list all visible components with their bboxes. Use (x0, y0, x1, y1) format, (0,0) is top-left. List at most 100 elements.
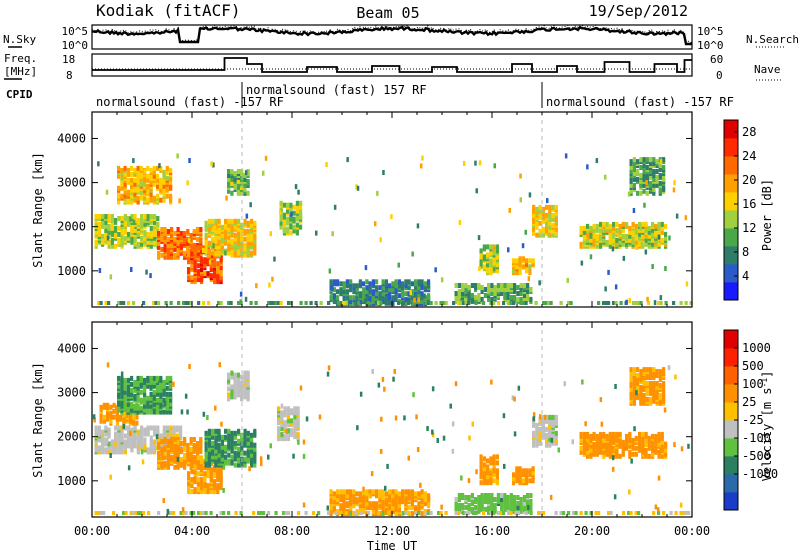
echo-cell (357, 511, 361, 515)
echo-cell (203, 475, 207, 481)
echo-cell (283, 406, 287, 412)
echo-cell (202, 411, 206, 417)
echo-cell (459, 301, 463, 305)
echo-cell (629, 371, 633, 376)
echo-cell (480, 296, 484, 302)
echo-cell (472, 511, 476, 515)
echo-cell (489, 258, 493, 264)
velocity-echoes (92, 362, 691, 517)
echo-cell (582, 225, 586, 231)
echo-cell (655, 178, 659, 184)
echo-cell (660, 453, 664, 459)
echo-cell (166, 246, 170, 252)
echo-cell (471, 421, 474, 427)
echo-cell (532, 212, 536, 218)
echo-cell (352, 301, 356, 307)
echo-cell (521, 468, 525, 474)
echo-cell (632, 398, 636, 404)
echo-cell (217, 301, 221, 305)
colorbar-bin (724, 174, 738, 193)
echo-cell (147, 511, 151, 515)
echo-cell (218, 435, 221, 440)
echo-cell (196, 455, 200, 461)
echo-cell (526, 493, 530, 498)
echo-cell (246, 436, 250, 442)
echo-cell (689, 301, 693, 305)
echo-cell (615, 227, 619, 233)
echo-cell (123, 235, 127, 241)
echo-cell (509, 511, 513, 515)
echo-cell (202, 247, 205, 253)
echo-cell (187, 267, 191, 273)
echo-cell (115, 416, 119, 422)
echo-cell (461, 503, 465, 508)
echo-cell (482, 472, 486, 478)
echo-cell (274, 301, 278, 305)
echo-cell (651, 231, 655, 237)
echo-cell (657, 475, 661, 481)
echo-cell (516, 291, 520, 296)
echo-cell (140, 449, 144, 455)
echo-cell (179, 456, 183, 462)
echo-cell (554, 430, 558, 436)
echo-cell (364, 265, 368, 271)
echo-cell (179, 441, 183, 446)
echo-cell (362, 291, 366, 297)
echo-cell (233, 182, 237, 188)
echo-cell (457, 503, 461, 508)
echo-cell (397, 491, 401, 497)
echo-cell (628, 453, 632, 459)
echo-cell (586, 223, 590, 229)
echo-cell (645, 386, 649, 392)
echo-cell (169, 375, 173, 381)
echo-cell (304, 511, 308, 515)
echo-cell (496, 497, 500, 502)
echo-cell (233, 456, 237, 462)
echo-cell (474, 283, 478, 288)
echo-cell (124, 511, 128, 515)
echo-cell (384, 491, 388, 497)
echo-cell (482, 511, 486, 515)
echo-cell (535, 220, 539, 226)
echo-cell (658, 400, 662, 406)
echo-cell (639, 157, 643, 163)
echo-cell (143, 437, 147, 443)
echo-cell (153, 443, 157, 449)
echo-cell (110, 231, 114, 237)
echo-cell (392, 376, 395, 382)
freq-panel-frame (91, 53, 693, 77)
echo-cell (439, 301, 443, 305)
echo-cell (130, 187, 134, 193)
echo-cell (509, 301, 513, 305)
echo-cell (279, 220, 283, 226)
echo-cell (211, 454, 215, 460)
echo-cell (477, 235, 481, 241)
echo-cell (196, 236, 200, 242)
echo-cell (177, 301, 181, 305)
echo-cell (184, 393, 188, 399)
echo-cell (143, 218, 147, 223)
echo-cell (358, 503, 362, 509)
echo-cell (644, 237, 648, 243)
echo-cell (549, 494, 553, 500)
echo-cell (644, 249, 648, 255)
echo-cell (454, 511, 458, 515)
echo-cell (123, 377, 127, 383)
echo-cell (641, 435, 645, 441)
echo-cell (549, 301, 553, 305)
echo-cell (652, 182, 656, 188)
echo-cell (120, 389, 124, 395)
echo-cell (634, 301, 638, 305)
echo-cell (107, 427, 111, 433)
echo-cell (295, 222, 299, 228)
echo-cell (486, 464, 490, 470)
echo-cell (582, 239, 586, 245)
velocity-colorbar-label-exp: -1 (760, 378, 769, 388)
y-tick-label: 3000 (57, 176, 86, 190)
echo-cell (213, 489, 217, 495)
echo-cell (362, 281, 366, 287)
echo-cell (521, 256, 525, 262)
echo-cell (122, 511, 126, 515)
echo-cell (592, 441, 596, 447)
echo-cell (655, 394, 659, 400)
